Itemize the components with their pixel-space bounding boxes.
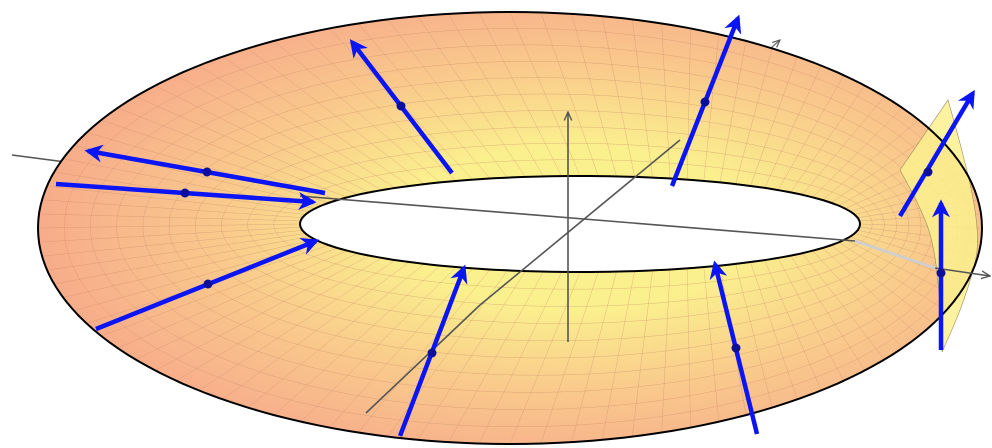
normal-vector: [709, 260, 760, 435]
axes-front: [299, 112, 990, 414]
strip-outer-edge: [36, 10, 984, 446]
normal-vector: [397, 264, 468, 437]
normal-vector: [898, 89, 975, 218]
vector-base-point: [427, 348, 437, 358]
vector-base-point: [936, 268, 946, 278]
normal-vector: [84, 144, 326, 196]
normal-vector: [932, 199, 950, 350]
x-axis-faint: [854, 239, 936, 270]
mesh-ring-line: [116, 60, 946, 393]
twist-shade: [899, 99, 978, 353]
mobius-surface: [36, 10, 984, 446]
strip-fill: [38, 12, 982, 444]
normal-vectors: [55, 14, 975, 437]
vector-base-point: [700, 97, 710, 107]
mesh-ring-line: [90, 44, 958, 410]
normal-vector: [95, 237, 320, 332]
x-axis-front: [934, 267, 990, 276]
normal-vector: [55, 181, 317, 210]
normal-vector: [349, 39, 454, 175]
vector-base-point: [202, 167, 212, 177]
vector-base-point: [923, 167, 933, 177]
mesh-ring-line: [247, 142, 885, 307]
y-axis-front: [365, 304, 481, 414]
vector-base-point: [203, 279, 213, 289]
y-axis-hole: [479, 139, 681, 306]
vector-base-point: [180, 188, 190, 198]
normal-vector: [669, 14, 742, 187]
mesh-ring-line: [63, 28, 971, 428]
x-axis-hole: [299, 195, 856, 242]
strip-inner-edge: [298, 175, 862, 273]
vector-base-point: [396, 101, 406, 111]
mesh-ring-line: [273, 159, 873, 290]
vector-base-point: [731, 343, 741, 353]
